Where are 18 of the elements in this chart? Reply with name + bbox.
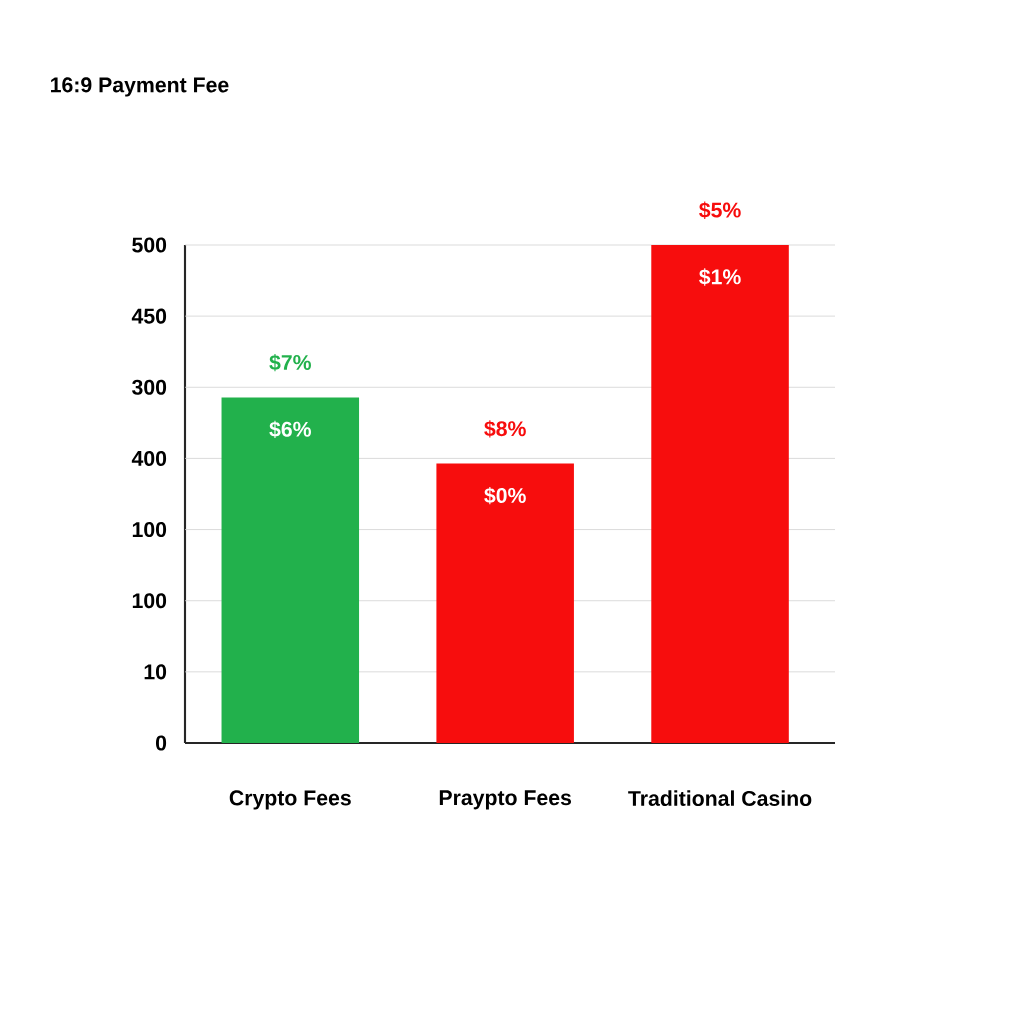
text: 300	[131, 379, 167, 395]
text: 400	[131, 450, 167, 466]
chart-title: 16:9 Payment Fee	[51, 77, 229, 97]
annotation: $0%	[484, 486, 526, 505]
text: 500	[132, 237, 167, 253]
text: 450	[131, 308, 167, 324]
text: $5%	[699, 201, 741, 219]
annotation: $8%	[484, 420, 526, 438]
annotation: $6%	[269, 420, 311, 439]
annotation: $7%	[269, 354, 311, 372]
text: 0	[155, 735, 167, 751]
text: 100	[132, 593, 167, 609]
x-tick-label: Praypto Fees	[439, 790, 571, 810]
x-tick-label: Crypto Fees	[229, 790, 351, 810]
text: 10	[144, 664, 167, 680]
text: 100	[132, 522, 167, 538]
x-tick-label: Traditional Casino	[628, 790, 812, 806]
annotation: $1%	[699, 268, 741, 286]
